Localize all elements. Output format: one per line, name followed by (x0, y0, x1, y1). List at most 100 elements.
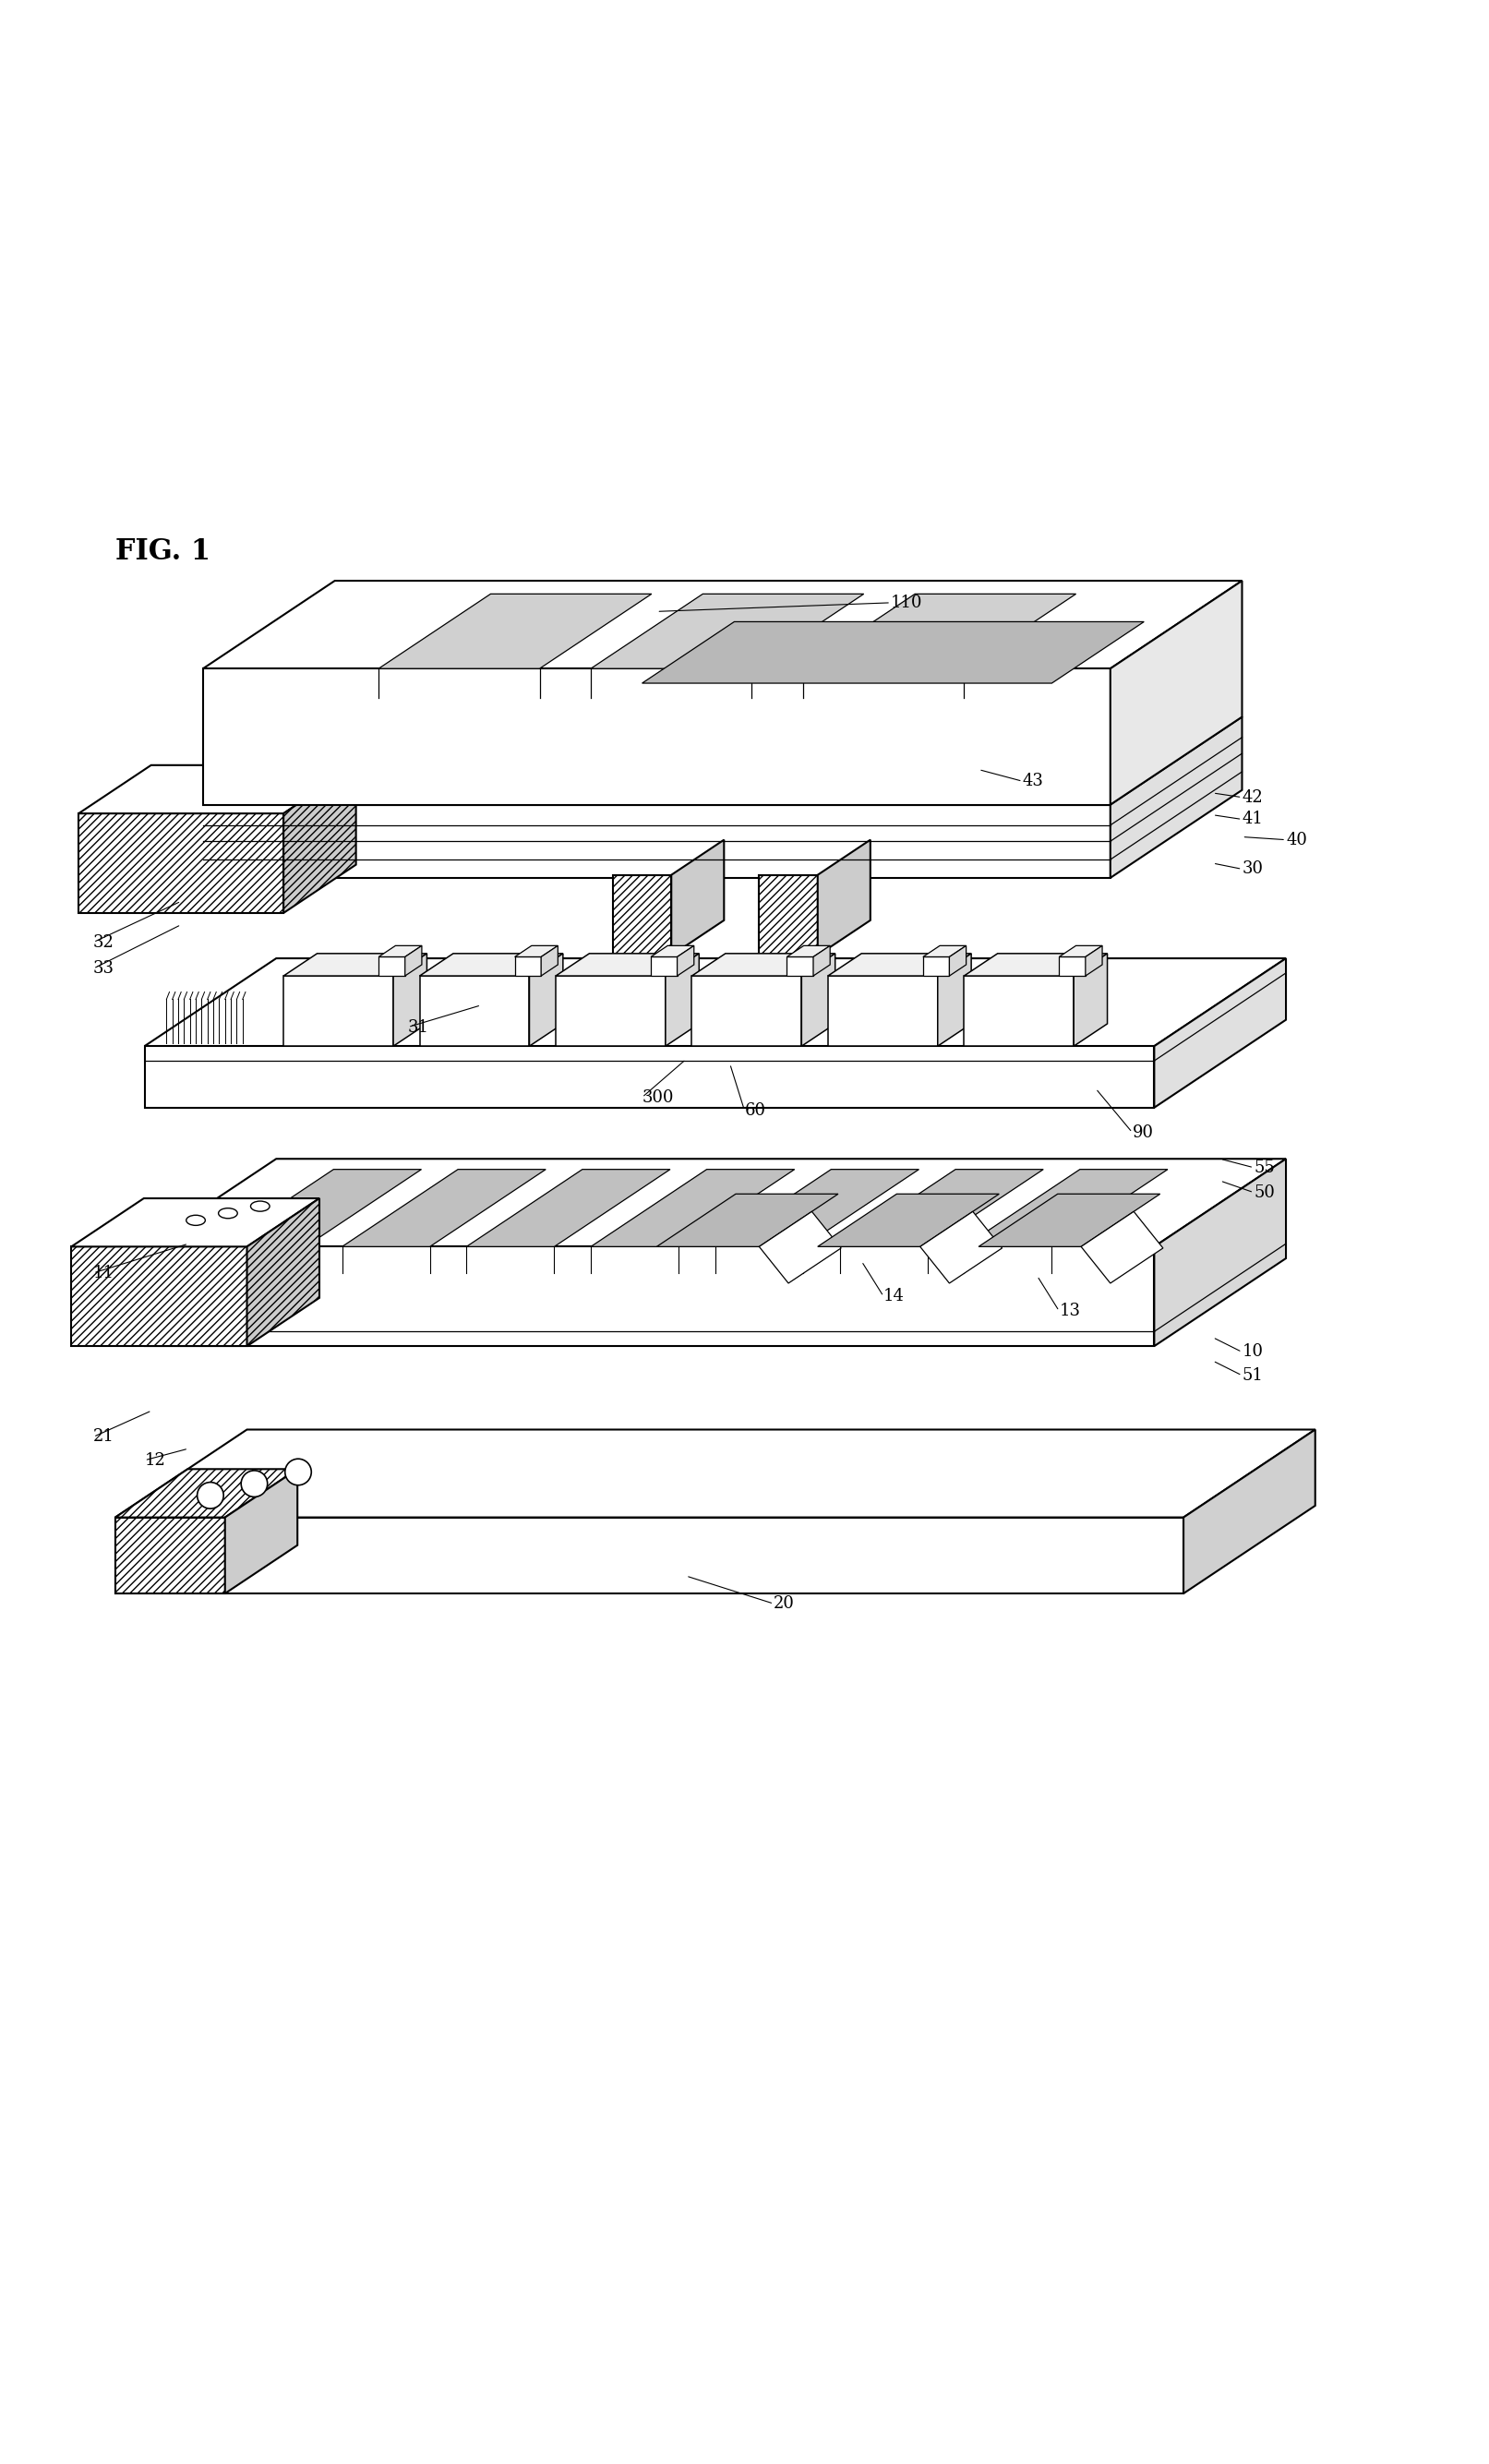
Polygon shape (651, 956, 677, 976)
Polygon shape (1081, 1212, 1163, 1284)
Polygon shape (759, 1212, 841, 1284)
Polygon shape (677, 946, 694, 976)
Polygon shape (555, 954, 698, 976)
Text: 20: 20 (774, 1594, 795, 1611)
Polygon shape (613, 875, 672, 956)
Circle shape (284, 1459, 311, 1486)
Text: 50: 50 (1254, 1185, 1275, 1200)
Polygon shape (541, 946, 558, 976)
Polygon shape (1154, 958, 1286, 1109)
Text: 110: 110 (890, 594, 923, 611)
Polygon shape (283, 766, 356, 914)
Polygon shape (115, 1518, 1184, 1594)
Polygon shape (920, 1212, 1002, 1284)
Polygon shape (378, 594, 652, 668)
Text: 41: 41 (1242, 811, 1263, 828)
Polygon shape (803, 594, 1077, 668)
Text: 14: 14 (883, 1289, 905, 1306)
Polygon shape (342, 1170, 546, 1247)
Polygon shape (828, 954, 971, 976)
Polygon shape (657, 1195, 838, 1247)
Polygon shape (651, 946, 694, 956)
Polygon shape (203, 582, 1242, 668)
Polygon shape (283, 976, 393, 1047)
Polygon shape (788, 956, 813, 976)
Polygon shape (1085, 946, 1102, 976)
Polygon shape (666, 954, 698, 1047)
Polygon shape (144, 1047, 1154, 1109)
Polygon shape (144, 1158, 1286, 1247)
Polygon shape (79, 813, 283, 914)
Text: 300: 300 (642, 1089, 675, 1106)
Polygon shape (1059, 956, 1085, 976)
Polygon shape (405, 946, 421, 976)
Polygon shape (515, 946, 558, 956)
Polygon shape (1074, 954, 1108, 1047)
Polygon shape (71, 1198, 320, 1247)
Polygon shape (420, 976, 530, 1047)
Polygon shape (115, 1469, 298, 1518)
Polygon shape (225, 1469, 298, 1594)
Polygon shape (840, 1170, 1044, 1247)
Polygon shape (923, 956, 950, 976)
Polygon shape (692, 976, 801, 1047)
Ellipse shape (250, 1200, 270, 1212)
Polygon shape (813, 946, 829, 976)
Polygon shape (591, 1170, 795, 1247)
Text: 60: 60 (744, 1101, 765, 1119)
Polygon shape (115, 1518, 225, 1594)
Polygon shape (203, 717, 1242, 806)
Polygon shape (1184, 1429, 1315, 1594)
Ellipse shape (219, 1207, 237, 1217)
Text: 40: 40 (1286, 830, 1307, 848)
Polygon shape (950, 946, 966, 976)
Polygon shape (1111, 582, 1242, 806)
Ellipse shape (186, 1215, 205, 1225)
Text: 30: 30 (1242, 860, 1263, 877)
Text: 10: 10 (1242, 1343, 1263, 1360)
Polygon shape (203, 668, 1111, 806)
Polygon shape (938, 954, 971, 1047)
Polygon shape (923, 946, 966, 956)
Polygon shape (817, 1195, 999, 1247)
Polygon shape (79, 766, 356, 813)
Text: 51: 51 (1242, 1368, 1263, 1385)
Polygon shape (144, 1247, 1154, 1345)
Polygon shape (1111, 717, 1242, 877)
Polygon shape (217, 1170, 421, 1247)
Polygon shape (963, 976, 1074, 1047)
Polygon shape (203, 806, 1111, 877)
Circle shape (197, 1483, 223, 1508)
Polygon shape (759, 875, 817, 956)
Polygon shape (144, 958, 1286, 1047)
Polygon shape (420, 954, 563, 976)
Circle shape (241, 1471, 268, 1498)
Text: 43: 43 (1023, 774, 1044, 788)
Polygon shape (672, 840, 724, 956)
Polygon shape (591, 594, 864, 668)
Text: 33: 33 (94, 961, 115, 976)
Polygon shape (642, 621, 1144, 683)
Polygon shape (378, 956, 405, 976)
Polygon shape (71, 1247, 247, 1345)
Text: 90: 90 (1132, 1124, 1154, 1141)
Text: 11: 11 (94, 1264, 115, 1281)
Text: 13: 13 (1059, 1303, 1081, 1318)
Polygon shape (515, 956, 541, 976)
Text: 31: 31 (408, 1018, 429, 1035)
Polygon shape (555, 976, 666, 1047)
Text: 21: 21 (94, 1429, 115, 1446)
Polygon shape (801, 954, 835, 1047)
Polygon shape (715, 1170, 919, 1247)
Polygon shape (978, 1195, 1160, 1247)
Text: 55: 55 (1254, 1158, 1275, 1175)
Polygon shape (817, 840, 871, 956)
Polygon shape (283, 954, 427, 976)
Polygon shape (530, 954, 563, 1047)
Polygon shape (963, 1170, 1167, 1247)
Polygon shape (788, 946, 829, 956)
Text: 42: 42 (1242, 788, 1263, 806)
Polygon shape (963, 954, 1108, 976)
Text: FIG. 1: FIG. 1 (115, 537, 210, 564)
Polygon shape (247, 1198, 320, 1345)
